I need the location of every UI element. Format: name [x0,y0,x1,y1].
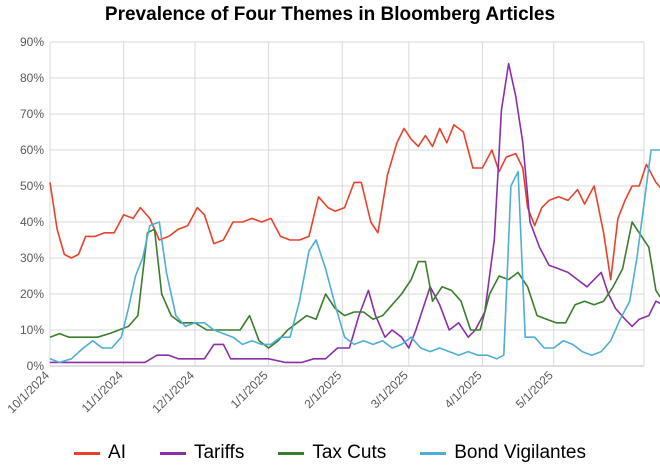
series-line-tariffs [50,62,660,364]
series-line-bond-vigilantes [49,149,660,364]
x-tick-label: 2/1/2025 [301,368,344,411]
x-tick-label: 1/1/2025 [228,368,271,411]
y-tick-label: 10% [20,323,44,337]
legend-label-tax-cuts: Tax Cuts [312,442,387,463]
y-tick-label: 60% [20,143,44,157]
legend-swatch-ai [74,451,101,455]
chart-title: Prevalence of Four Themes in Bloomberg A… [104,4,556,25]
x-tick-label: 5/1/2025 [513,368,556,411]
y-tick-label: 70% [20,107,44,121]
line-chart: 0% 10% 20% 30% 40% 50% 60% 70% 80% 90% 10/1/2024 11… [4,35,660,416]
x-tick-label: 11/1/2024 [79,368,126,415]
x-tick-label: 4/1/2025 [442,368,485,411]
legend-label-tariffs: Tariffs [193,442,245,463]
y-tick-label: 50% [20,179,44,193]
legend-item-bond-vigilantes: Bond Vigilantes [420,442,586,464]
y-tick-label: 40% [20,215,44,229]
legend-swatch-bond-vigilantes [420,451,447,455]
x-tick-label: 10/1/2024 [4,368,52,416]
legend-item-tariffs: Tariffs [159,442,245,464]
legend-label-ai: AI [108,442,126,463]
chart-legend: AI Tariffs Tax Cuts Bond Vigilantes [0,442,660,464]
legend-label-bond-vigilantes: Bond Vigilantes [454,442,586,463]
series-line-tax-cuts [49,221,660,349]
y-tick-label: 90% [20,35,44,49]
x-tick-label: 12/1/2024 [149,368,197,416]
legend-item-tax-cuts: Tax Cuts [278,442,386,464]
legend-swatch-tariffs [159,451,186,455]
y-tick-label: 20% [20,287,44,301]
legend-item-ai: AI [74,442,126,464]
y-tick-label: 0% [27,359,45,373]
series-line-ai [49,124,660,281]
y-tick-label: 80% [20,71,44,85]
y-tick-label: 30% [20,251,44,265]
legend-swatch-tax-cuts [278,451,305,455]
x-tick-label: 3/1/2025 [368,368,411,411]
